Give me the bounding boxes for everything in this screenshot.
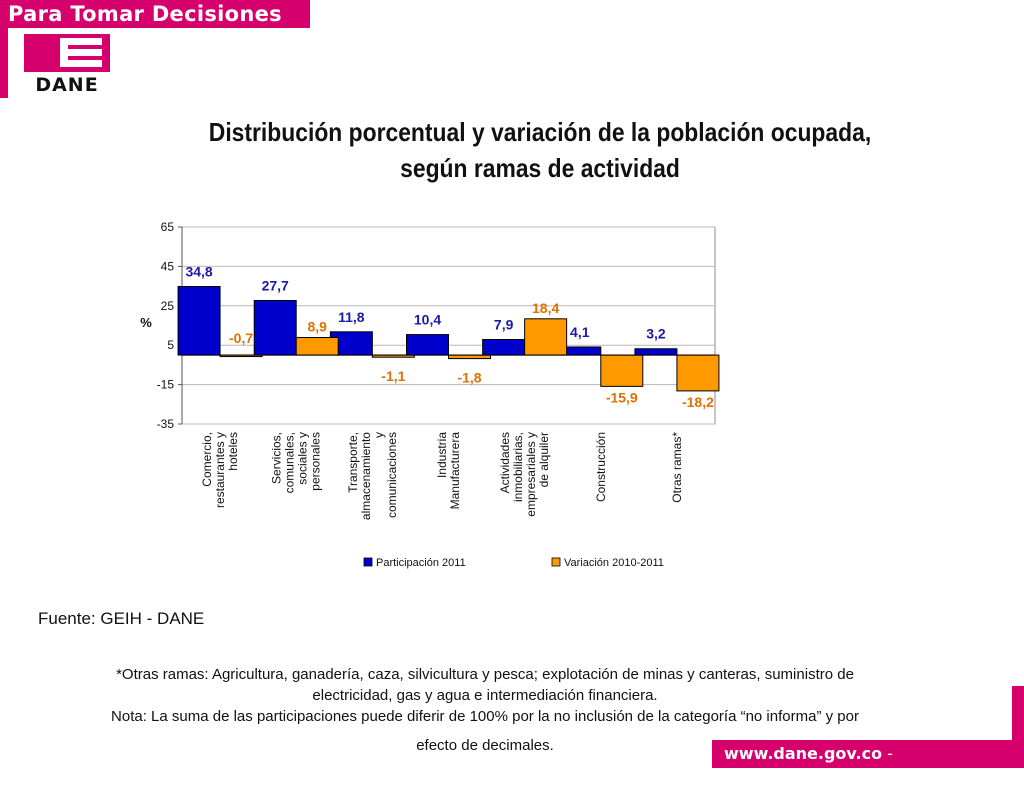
y-tick-label: 45 bbox=[161, 259, 175, 273]
note-line-3: Nota: La suma de las participaciones pue… bbox=[111, 708, 859, 725]
category-label-line: Transporte, bbox=[346, 432, 360, 493]
banner-text: Para Tomar Decisiones bbox=[8, 2, 282, 26]
bar-participacion bbox=[482, 338, 526, 356]
dane-logo-text: DANE bbox=[35, 74, 99, 96]
bar-variacion bbox=[600, 354, 644, 387]
category-label-line: comunales, bbox=[283, 432, 297, 493]
y-axis-label: % bbox=[140, 315, 152, 330]
bar-participacion bbox=[406, 334, 449, 356]
category-label: Otras ramas* bbox=[670, 432, 684, 503]
category-label-line: Industria bbox=[435, 432, 449, 478]
category-label-line: almacenamiento bbox=[359, 432, 373, 520]
category-label-line: empresariales y bbox=[524, 432, 538, 517]
bar-participacion bbox=[177, 285, 221, 356]
category-label: Industria Manufacturera bbox=[435, 432, 462, 510]
legend-swatch bbox=[551, 557, 561, 567]
data-label: -15,9 bbox=[606, 389, 638, 405]
footer-edge bbox=[1012, 686, 1024, 740]
category-label-line: Construcción bbox=[594, 432, 608, 502]
y-tick-label: 65 bbox=[161, 220, 175, 234]
category-label-line: sociales y bbox=[296, 432, 310, 485]
category-label-line: Actividades bbox=[498, 432, 512, 493]
data-label: -1,1 bbox=[381, 368, 405, 384]
chart-title-line-2: según ramas de actividad bbox=[400, 153, 680, 183]
note-line-1: *Otras ramas: Agricultura, ganadería, ca… bbox=[116, 666, 854, 683]
footer-banner: www.dane.gov.co - dane@dane.gov.co bbox=[712, 740, 1024, 791]
category-label-line: Servicios, bbox=[270, 432, 284, 484]
bar-chart: 65 45 25 5 -15 -35% 34,8 27,7 11,8 10,4 7,9 4,1 3,2 -… bbox=[140, 220, 720, 569]
chart-title: Distribución porcentual y variación de l… bbox=[153, 114, 927, 186]
chart-title-line-1: Distribución porcentual y variación de l… bbox=[208, 117, 872, 147]
category-label-line: hoteles bbox=[226, 432, 240, 471]
source-text: Fuente: GEIH - DANE bbox=[38, 609, 205, 628]
category-label-line: Manufacturera bbox=[448, 432, 462, 510]
category-label-line: comunicaciones bbox=[385, 432, 399, 518]
category-label: Construcción bbox=[594, 432, 608, 502]
dane-logo-mark bbox=[24, 34, 110, 72]
footer-separator: - bbox=[882, 744, 893, 763]
category-label-line: Otras ramas* bbox=[670, 432, 684, 503]
category-label-line: y bbox=[372, 432, 386, 438]
data-label: 18,4 bbox=[532, 300, 559, 316]
data-label: 11,8 bbox=[338, 309, 365, 325]
category-label: Servicios, comunales, sociales y personales bbox=[270, 432, 323, 493]
data-label: 7,9 bbox=[494, 316, 514, 332]
category-label-line: inmobiliarias, bbox=[511, 432, 525, 502]
category-label: Comercio, restaurantes y hoteles bbox=[200, 432, 240, 508]
data-label: -18,2 bbox=[682, 394, 714, 410]
note-line-4: efecto de decimales. bbox=[416, 737, 554, 754]
bar-variacion bbox=[295, 337, 339, 356]
category-label-line: restaurantes y bbox=[213, 432, 227, 508]
banner-edge bbox=[0, 28, 8, 98]
bar-variacion bbox=[676, 354, 720, 392]
category-label-line: personales bbox=[309, 432, 323, 491]
footer-website-link[interactable]: www.dane.gov.co bbox=[724, 744, 883, 763]
note-line-2: electricidad, gas y agua e intermediació… bbox=[312, 687, 658, 704]
y-tick-label: -35 bbox=[157, 417, 175, 431]
legend-swatch bbox=[363, 557, 373, 567]
data-label: 3,2 bbox=[646, 326, 666, 342]
legend-label: Variación 2010-2011 bbox=[564, 557, 664, 569]
data-label: 10,4 bbox=[414, 312, 441, 328]
header-banner: Para Tomar Decisiones bbox=[0, 0, 310, 28]
y-tick-label: -15 bbox=[157, 378, 175, 392]
data-label: 34,8 bbox=[185, 263, 212, 279]
data-label: 4,1 bbox=[570, 324, 590, 340]
bar-variacion bbox=[524, 318, 568, 356]
bar-participacion bbox=[253, 299, 297, 356]
category-label-line: Comercio, bbox=[200, 432, 214, 487]
category-label-line: de alquiler bbox=[537, 432, 551, 487]
data-label: 27,7 bbox=[262, 277, 289, 293]
dane-logo: DANE bbox=[24, 34, 110, 96]
footer-email-link[interactable]: dane@dane.gov.co bbox=[724, 772, 877, 791]
category-label: Transporte, almacenamiento y comunicaciones bbox=[346, 432, 399, 520]
bar-participacion bbox=[634, 348, 678, 356]
data-label: -0,7 bbox=[229, 330, 253, 346]
category-label: Actividades inmobiliarias, empresariales y… bbox=[498, 432, 551, 517]
y-tick-label: 5 bbox=[167, 338, 174, 352]
data-label: 8,9 bbox=[307, 319, 327, 335]
legend-label: Participación 2011 bbox=[376, 557, 466, 569]
y-tick-label: 25 bbox=[161, 299, 175, 313]
data-label: -1,8 bbox=[457, 370, 481, 386]
